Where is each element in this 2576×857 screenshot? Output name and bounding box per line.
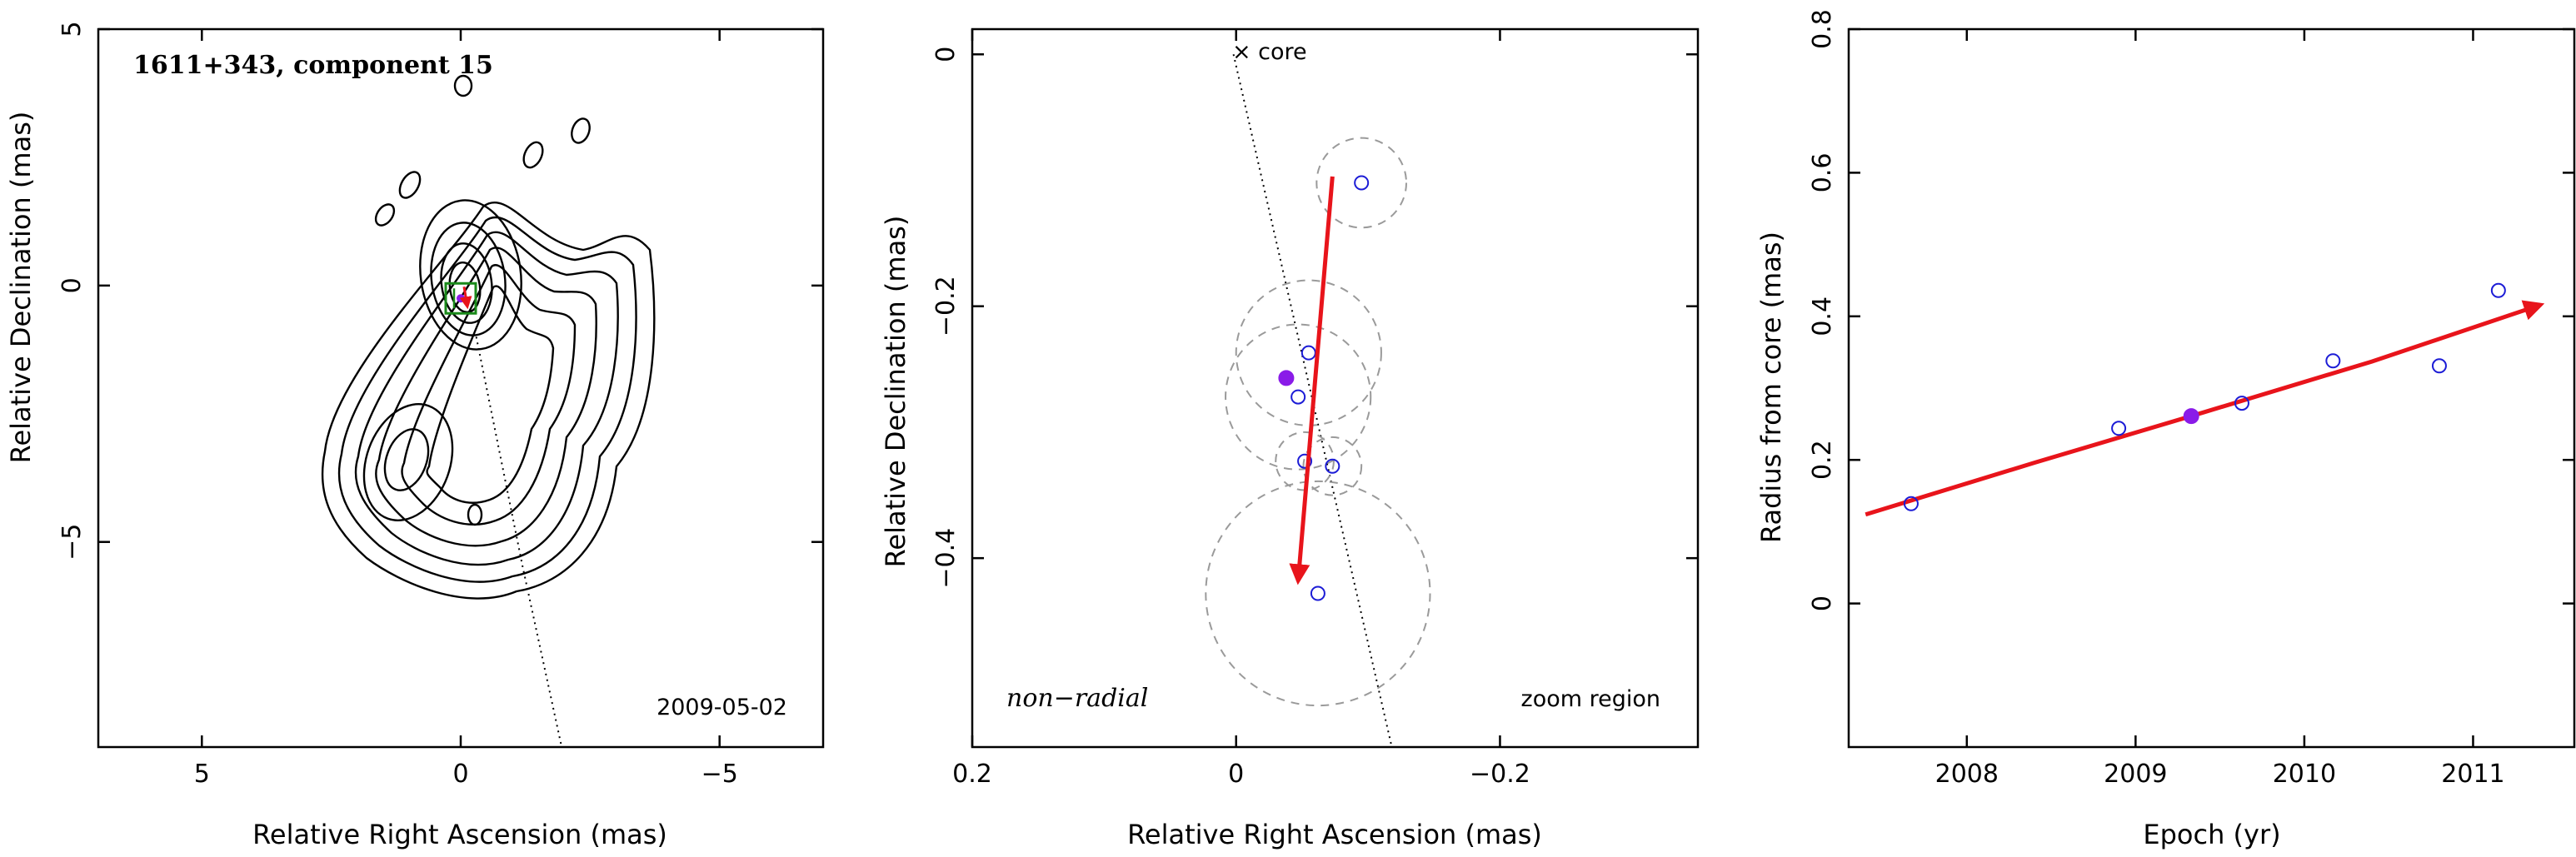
middle-error-circle [1225,323,1372,471]
middle-x-axis-label: Relative Right Ascension (mas) [1127,819,1542,850]
middle-data-point [1290,389,1306,405]
contour-level-1 [321,201,656,600]
right-x-axis-label: Epoch (yr) [2143,819,2280,850]
contour-core-3 [440,242,493,324]
middle-core-label: × core [1232,39,1307,65]
middle-plot-frame [971,27,1700,749]
contour-core-4 [448,261,482,314]
right-fit-curve-arrow [1865,300,2545,517]
contour-blob-upper-right-1 [522,141,544,169]
left-component-dot [457,294,465,303]
right-x-tick-label: 2008 [1935,760,1999,789]
right-data-point [2325,353,2341,369]
right-x-tick-label: 2009 [2104,760,2167,789]
middle-panel-zoom: 0.2 0 −0.2 0 −0.2 −0.4 × core non−radial zoom … [880,27,1700,850]
right-y-tick-label: 0 [1808,595,1837,611]
middle-data-point [1325,458,1340,474]
contour-blob-left-1 [374,203,396,227]
contour-inner-blob-inner [383,428,430,491]
left-date-label: 2009-05-02 [656,695,787,720]
middle-selected-point [1278,370,1295,386]
right-x-tick-label: 2011 [2441,760,2504,789]
right-x-tick-label: 2010 [2273,760,2336,789]
right-y-tick-label: 0.2 [1808,440,1837,480]
contour-lines [321,74,656,600]
middle-label-zoom-region: zoom region [1521,686,1660,712]
contour-level-5 [401,264,577,526]
left-x-axis-label: Relative Right Ascension (mas) [252,819,667,850]
right-data-point [2111,421,2127,436]
contour-level-2 [337,216,637,583]
left-x-tick-label: −5 [701,760,738,789]
right-data-point [1903,496,1919,511]
left-plot-frame [97,27,825,749]
contour-inner-blob-outer [362,403,454,521]
middle-x-tick-label: 0 [1228,760,1244,789]
left-x-tick-label: 0 [452,760,468,789]
middle-data-point [1300,345,1316,361]
contour-level-3 [354,231,619,566]
left-panel-contour-map: 5 0 −5 5 0 −5 1611+343, component 15 2009-05-… [5,21,825,850]
contour-core-1 [419,199,522,351]
right-selected-point [2183,408,2199,425]
right-data-point [2490,282,2506,298]
left-component-box-marker [444,282,477,315]
middle-error-circle [1205,480,1431,707]
middle-motion-arrow [1289,176,1335,585]
contour-core-2 [430,222,507,336]
right-y-tick-label: 0.8 [1808,9,1837,49]
middle-label-non-radial: non−radial [1006,684,1148,713]
right-y-tick-label: 0.4 [1808,296,1837,336]
middle-data-point [1354,175,1370,191]
middle-y-tick-label: −0.4 [931,528,961,589]
left-component-arrow [459,286,472,310]
middle-error-circle [1315,137,1408,229]
right-data-point [2431,358,2447,374]
right-y-axis-label: Radius from core (mas) [1755,232,1787,543]
contour-blob-upper-right-2 [571,117,591,144]
middle-x-tick-label: 0.2 [952,760,992,789]
middle-y-tick-label: 0 [931,47,961,62]
left-ridge-line [475,336,563,748]
middle-data-point [1297,453,1313,469]
left-y-tick-label: −5 [57,524,87,561]
middle-x-tick-label: −0.2 [1470,760,1530,789]
middle-data-point [1310,585,1325,601]
middle-error-circle [1302,436,1363,496]
right-y-tick-label: 0.6 [1808,153,1837,193]
right-data-point [2234,396,2249,411]
middle-y-axis-label: Relative Declination (mas) [880,216,911,568]
contour-blob-top [453,74,473,97]
contour-level-6 [426,285,555,504]
middle-y-tick-label: −0.2 [931,276,961,336]
left-y-tick-label: 5 [57,21,87,37]
left-y-axis-label: Relative Declination (mas) [5,112,37,464]
middle-error-circle [1235,279,1382,426]
left-y-tick-label: 0 [57,277,87,293]
contour-blob-left-2 [398,171,422,199]
left-x-tick-label: 5 [194,760,210,789]
left-annotation-title: 1611+343, component 15 [133,51,493,80]
right-plot-frame [1847,27,2576,749]
contour-level-4 [375,247,597,547]
contour-blob-small-lower [467,503,483,526]
right-panel-radius-vs-epoch: 2008 2009 2010 2011 0 0.2 0.4 0.6 0.8 Epoch (yr)… [1755,9,2576,850]
